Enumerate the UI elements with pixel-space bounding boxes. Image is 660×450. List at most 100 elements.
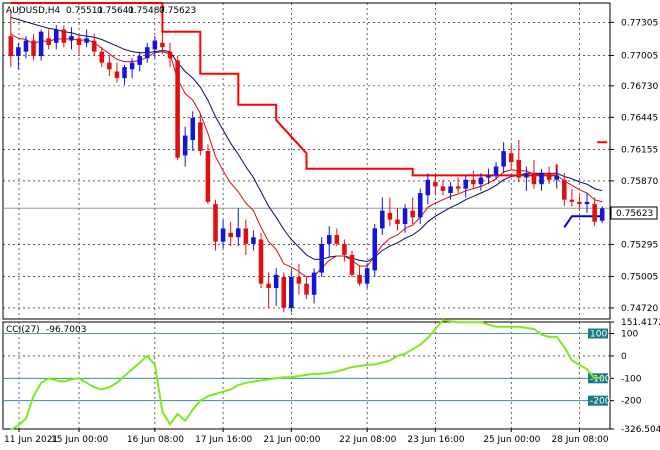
candle-body: [486, 175, 491, 178]
price-tick-label: 0.76730: [621, 82, 658, 92]
candle: [122, 64, 127, 85]
candle-body: [175, 60, 180, 158]
candle-body: [364, 268, 370, 284]
time-tick-label: 28 Jun 08:00: [551, 435, 608, 445]
candle: [539, 168, 544, 191]
time-tick-label: 15 Jun 00:00: [51, 435, 108, 445]
candle-body: [289, 277, 294, 308]
candle: [493, 162, 499, 180]
candle: [349, 250, 355, 278]
candle-body: [531, 173, 537, 185]
candle-body: [562, 179, 567, 200]
candle: [213, 199, 218, 251]
candle-body: [380, 210, 385, 229]
cci-tick-label: -326.5048: [621, 425, 660, 435]
candle-body: [273, 274, 279, 289]
candle-body: [569, 199, 575, 202]
candle-body: [501, 151, 506, 167]
candle: [129, 58, 135, 79]
candle-body: [114, 71, 120, 79]
time-tick-label: 11 Jun 2021: [4, 435, 58, 445]
candle: [69, 27, 74, 50]
candle-body: [319, 243, 324, 273]
time-tick-label: 21 Jun 00:00: [263, 435, 320, 445]
candle: [433, 175, 438, 196]
candle-body: [182, 135, 188, 156]
cci-value: -96.7003: [46, 325, 86, 335]
candle-body: [577, 201, 582, 205]
cci-level-tag-label: -100: [590, 374, 611, 384]
main-gridlines: [3, 3, 610, 319]
time-tick-label: 22 Jun 08:00: [339, 435, 396, 445]
candle: [584, 193, 590, 213]
price-tick-label: 0.77305: [621, 18, 658, 28]
candle: [417, 188, 423, 224]
candle: [16, 42, 21, 70]
candle: [364, 263, 370, 289]
candle: [455, 177, 461, 194]
candle: [599, 206, 605, 223]
candle-body: [592, 204, 597, 222]
candle-body: [160, 42, 165, 48]
candle-body: [493, 166, 499, 176]
candle: [562, 173, 567, 207]
candle-body: [235, 228, 241, 238]
candle: [99, 47, 105, 68]
price-tick-label: 0.75295: [621, 240, 658, 250]
candle-body: [546, 173, 552, 180]
candle: [61, 25, 67, 48]
candle-body: [129, 62, 135, 70]
candle: [251, 230, 256, 251]
price-tick-label: 0.75870: [621, 177, 658, 187]
candle-body: [258, 239, 264, 284]
candle: [531, 159, 537, 189]
cci-axis: 151.4172 100 0 -100 -200 -326.5048: [610, 318, 660, 435]
candle-body: [334, 235, 340, 244]
candle: [243, 219, 249, 255]
cci-tick-label: -200: [621, 397, 642, 407]
candle: [342, 239, 347, 262]
time-tick-label: 23 Jun 16:00: [407, 435, 464, 445]
cci-level-tag: [588, 395, 608, 406]
candle-body: [311, 272, 317, 295]
candle-body: [213, 204, 218, 242]
candle-body: [205, 151, 211, 202]
price-tick-label: 0.74720: [621, 304, 658, 314]
candle-body: [46, 38, 51, 45]
candle-body: [144, 47, 150, 59]
candle: [23, 36, 29, 59]
candle-body: [190, 117, 196, 141]
candle-body: [417, 193, 423, 218]
price-tick-label: 0.75005: [621, 272, 658, 282]
candle: [205, 144, 211, 205]
candle: [182, 126, 188, 167]
candle: [463, 175, 469, 198]
candle-body: [16, 47, 21, 57]
current-price-tag-box: [610, 206, 658, 220]
candle: [440, 179, 446, 196]
cci-tick-label: -100: [621, 374, 642, 384]
cci-series-layer: [10, 319, 603, 431]
candle: [304, 277, 309, 300]
candle-body: [296, 277, 302, 284]
candle-body: [342, 243, 347, 255]
candlesticks: [8, 11, 605, 313]
price-tick-label: 0.77005: [621, 51, 658, 61]
candle-body: [516, 159, 522, 178]
candle-body: [8, 36, 14, 57]
candle: [84, 29, 89, 48]
candle: [508, 144, 514, 169]
high-value: 0.75641: [97, 6, 134, 16]
candle: [296, 263, 302, 295]
candle: [501, 142, 506, 174]
candle-body: [387, 212, 393, 220]
candle: [387, 197, 393, 227]
candle-body: [152, 40, 158, 50]
candle: [546, 166, 552, 185]
close-value: 0.75623: [159, 6, 196, 16]
candle: [289, 270, 294, 313]
candle: [107, 56, 112, 76]
candle-body: [433, 181, 438, 187]
